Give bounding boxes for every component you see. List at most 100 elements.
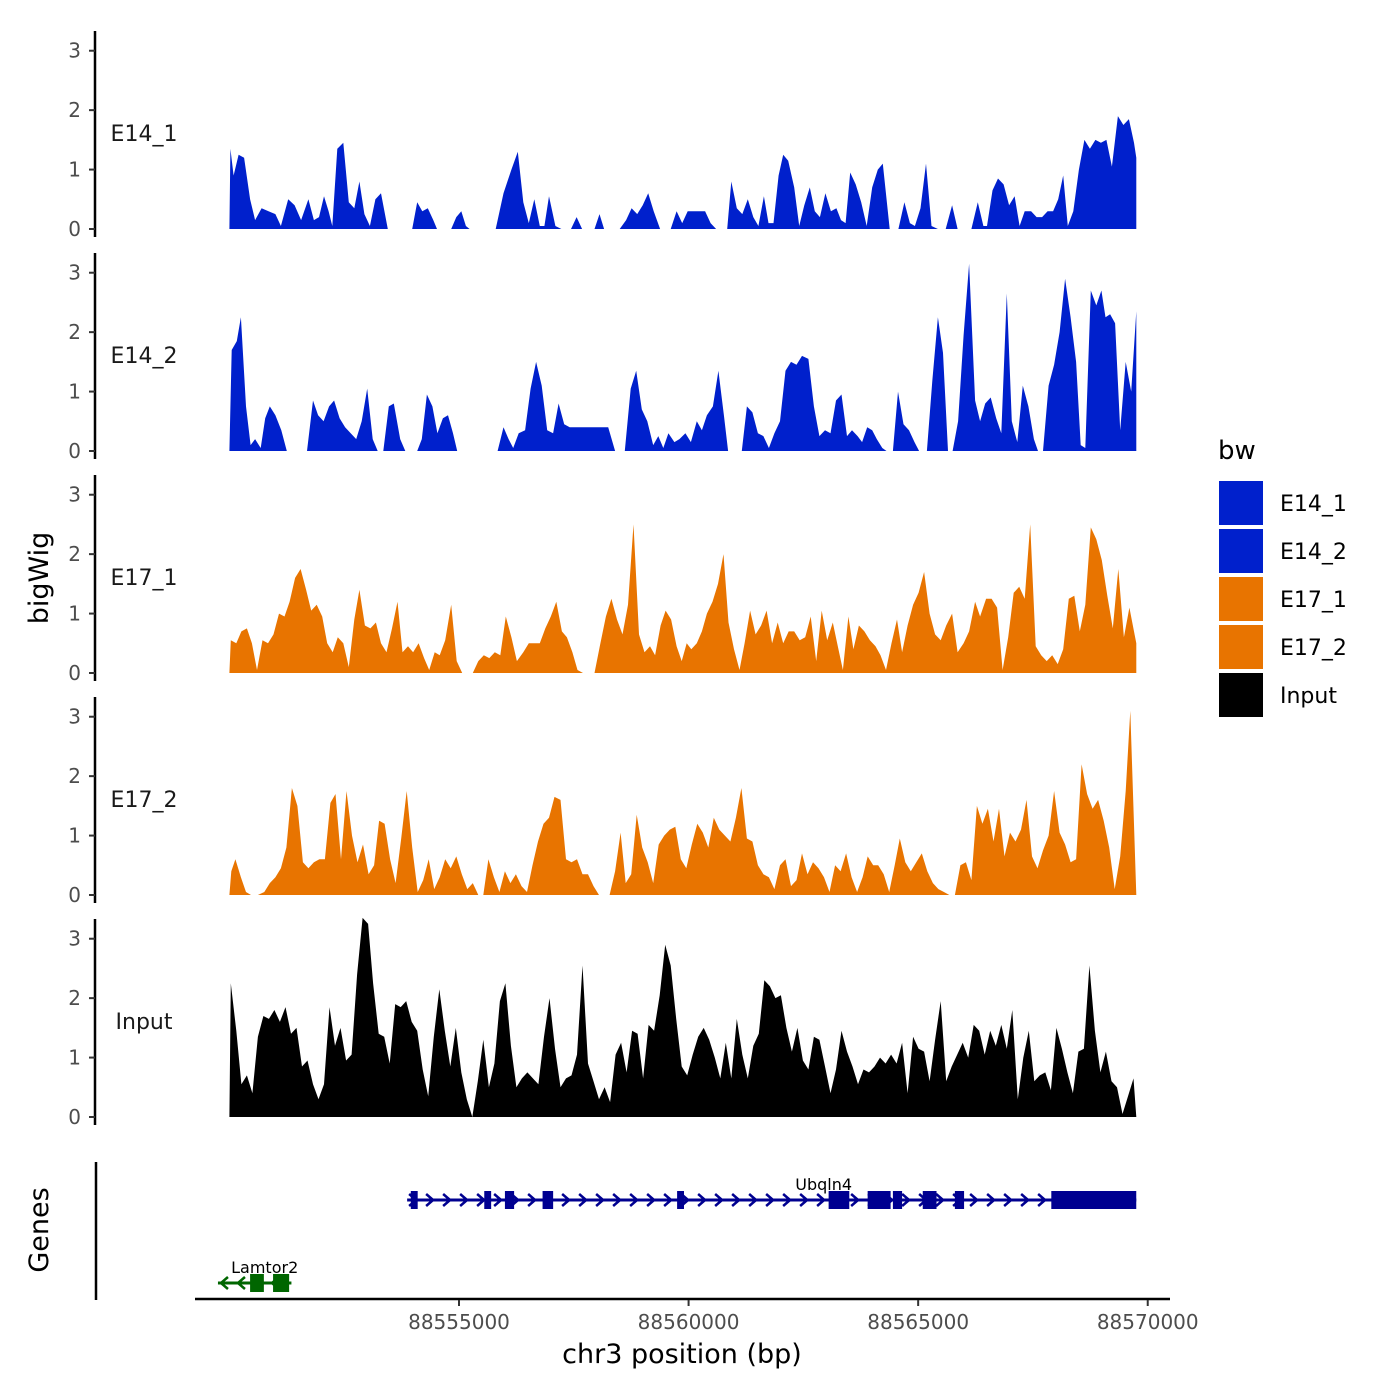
gene-exon [250,1274,264,1292]
y-tick-label: 3 [68,927,81,951]
strand-arrow [578,1193,589,1207]
gene-label: Ubqln4 [795,1175,852,1194]
gene-ubqln4: Ubqln4 [407,1175,1137,1209]
y-tick-label: 0 [68,883,81,907]
track-area-e17_1 [229,524,1137,673]
gene-lamtor2: Lamtor2 [217,1258,298,1292]
genes-panel-title: Genes [24,1187,55,1272]
strand-arrow [663,1193,674,1207]
gene-exon [410,1191,418,1209]
strand-arrow [748,1193,759,1207]
legend-key [1219,481,1263,525]
legend: bw E14_1 E14_2 E17_1 E17_2 Input [1218,436,1347,717]
strand-arrow [442,1193,453,1207]
strand-arrow [935,1193,946,1207]
x-tick-label: 88570000 [1097,1310,1199,1334]
strand-arrow [816,1193,827,1207]
strand-arrow [1003,1193,1014,1207]
legend-title: bw [1218,436,1256,466]
gene-exon [954,1191,965,1209]
x-tick-label: 88565000 [867,1310,969,1334]
legend-item: E17_1 [1219,577,1347,621]
legend-item: E14_2 [1219,529,1347,573]
track-area-e17_2 [229,710,1137,895]
y-axis-title: bigWig [24,532,55,625]
x-tick-label: 88555000 [408,1310,510,1334]
strand-arrow [612,1193,623,1207]
y-tick-label: 3 [68,705,81,729]
strand-arrow [459,1193,470,1207]
strand-arrow [646,1193,657,1207]
legend-label: E17_2 [1280,636,1347,661]
y-tick-label: 3 [68,483,81,507]
gene-exon [1051,1191,1137,1209]
strand-arrow [986,1193,997,1207]
y-tick-label: 2 [68,764,81,788]
strand-arrow [697,1193,708,1207]
strand-arrow [595,1193,606,1207]
track-label: E17_1 [111,566,178,591]
y-tick-label: 1 [68,602,81,626]
x-tick-label: 88560000 [638,1310,740,1334]
y-tick-label: 1 [68,380,81,404]
legend-item: Input [1219,673,1337,717]
y-tick-label: 0 [68,661,81,685]
legend-label: E14_2 [1280,540,1347,565]
strand-arrow [476,1193,487,1207]
strand-arrow [425,1193,436,1207]
legend-label: Input [1280,684,1337,709]
y-tick-label: 3 [68,39,81,63]
track-panel-e17_1: 0 1 2 3 E17_1 [68,475,1137,685]
track-label: E14_2 [111,344,178,369]
track-panel-e17_2: 0 1 2 3 E17_2 [68,697,1137,907]
track-panel-e14_2: 0 1 2 3 E14_2 [68,253,1137,463]
gene-label: Lamtor2 [231,1258,298,1277]
gene-exon [542,1191,554,1209]
track-label: E17_2 [111,788,178,813]
gene-exon [867,1191,891,1209]
strand-arrow [731,1193,742,1207]
strand-arrow [1037,1193,1048,1207]
gene-exon [504,1191,515,1209]
track-area-e14_1 [229,116,1137,229]
legend-key [1219,625,1263,669]
y-tick-label: 0 [68,439,81,463]
gene-exon [677,1191,684,1209]
strand-arrow [901,1193,912,1207]
legend-key [1219,577,1263,621]
legend-item: E17_2 [1219,625,1347,669]
y-tick-label: 0 [68,1105,81,1129]
strand-arrow [782,1193,793,1207]
x-axis-title: chr3 position (bp) [562,1339,802,1370]
strand-arrow [629,1193,640,1207]
strand-arrow [219,1276,229,1290]
genes-panel: Ubqln4 Lamtor2 [94,1162,1137,1300]
strand-arrow [850,1193,861,1207]
track-area-input [229,917,1137,1117]
strand-arrow [561,1193,572,1207]
y-tick-label: 1 [68,1046,81,1070]
y-tick-label: 0 [68,217,81,241]
legend-key [1219,673,1263,717]
strand-arrow [799,1193,810,1207]
track-panel-input: 0 1 2 3 Input [68,917,1137,1129]
y-tick-label: 1 [68,824,81,848]
strand-arrow [969,1193,980,1207]
strand-arrow [714,1193,725,1207]
track-panel-e14_1: 0 1 2 3 E14_1 [68,31,1137,241]
strand-arrow [1020,1193,1031,1207]
track-label: Input [116,1010,173,1035]
legend-label: E17_1 [1280,588,1347,613]
strand-arrow [493,1193,504,1207]
strand-arrow [527,1193,538,1207]
y-tick-label: 2 [68,986,81,1010]
y-tick-label: 2 [68,320,81,344]
y-tick-label: 3 [68,261,81,285]
strand-arrow [236,1276,246,1290]
track-panels: 0 1 2 3 E14_1 0 1 2 3 E14_2 0 1 2 3 E17_1 0 1 2 3 E17_2 0 1 2 3… [68,31,1137,1129]
track-label: E14_1 [111,122,178,147]
strand-arrow [765,1193,776,1207]
gene-exon [922,1191,937,1209]
